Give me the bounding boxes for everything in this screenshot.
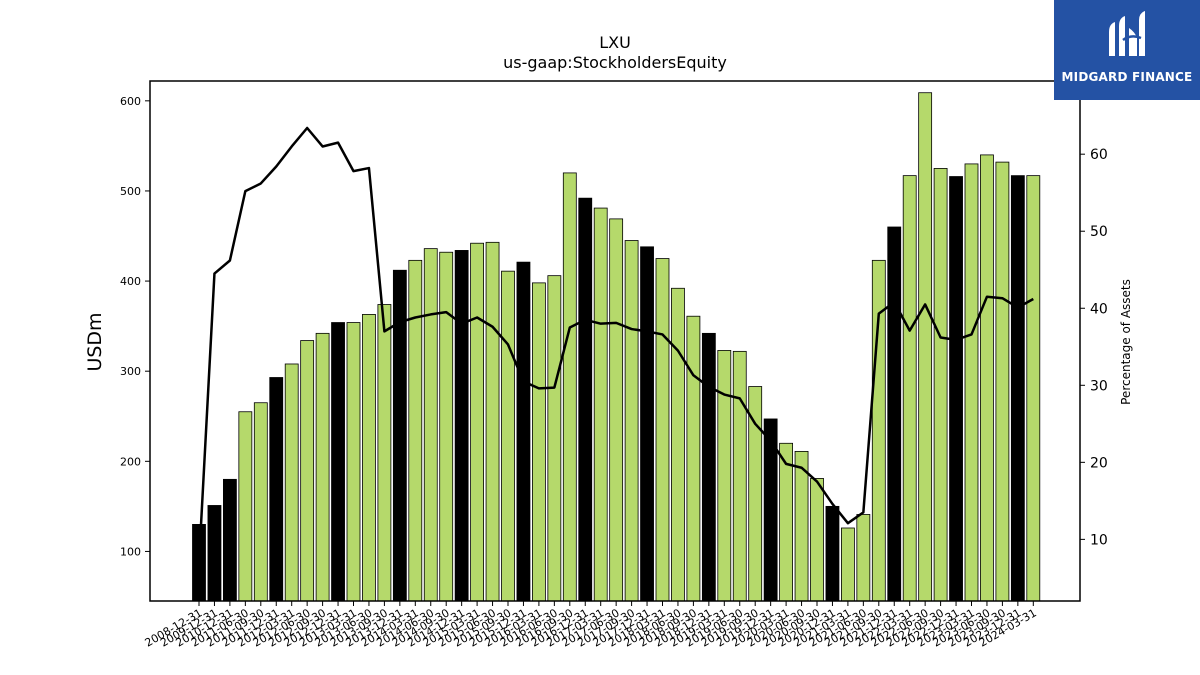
bar-2016-12-31 [578,197,593,602]
chart-subtitle: us-gaap:StockholdersEquity [503,53,727,72]
bar-2014-03-31 [408,259,423,602]
bar-2014-12-31 [454,250,469,602]
bar-2021-03-31 [841,527,855,602]
x-axis: 2008-12-312009-12-312010-12-312011-06-30… [143,601,1039,650]
bar-2016-09-30 [562,172,577,602]
bar-2022-03-31 [902,175,917,602]
bar-2011-12-31 [269,377,284,602]
y-tick-label: 300 [120,365,141,378]
bar-2017-09-30 [624,240,639,602]
bar-2009-12-31 [207,505,222,602]
bar-2018-09-30 [686,315,701,602]
y2-tick-label: 40 [1090,301,1108,317]
bar-2019-06-30 [732,350,747,602]
bar-2017-12-31 [640,246,654,602]
y2-tick-label: 30 [1090,378,1108,394]
bar-2023-09-30 [995,161,1010,602]
bar-2014-09-30 [439,251,454,602]
bar-2020-06-30 [794,450,809,602]
bar-2012-03-31 [284,363,299,602]
bar-2015-03-31 [470,242,485,602]
bar-2015-12-31 [516,261,531,602]
bar-2013-03-31 [346,322,361,602]
y2-axis-label: Percentage of Assets [1119,279,1133,405]
bar-group [192,92,1041,602]
logo-text: MIDGARD FINANCE [1061,70,1193,84]
bar-2023-06-30 [980,154,994,602]
bar-2023-03-31 [964,163,979,602]
logo-mark-icon [1109,11,1145,56]
bar-2021-12-31 [887,226,902,602]
bar-2020-03-31 [779,442,793,602]
y2-tick-label: 10 [1090,532,1108,548]
y2-tick-label: 50 [1090,224,1108,240]
left-axis: 100 200 300 400 500 600 [120,95,150,558]
right-axis: 10 20 30 40 50 60 [1080,147,1108,548]
y-tick-label: 100 [120,545,141,558]
y2-tick-label: 20 [1090,455,1108,471]
y2-tick-label: 60 [1090,147,1108,163]
midgard-finance-logo: MIDGARD FINANCE [1054,0,1200,100]
bar-2016-03-31 [532,282,546,602]
y-tick-label: 500 [120,185,141,198]
bar-2017-03-31 [593,207,608,602]
bar-2013-06-30 [362,314,376,602]
bar-2014-06-30 [423,248,438,602]
bar-2019-03-31 [717,350,732,602]
y-tick-label: 400 [120,275,141,288]
bar-2020-09-30 [810,478,824,602]
bar-2012-06-30 [300,340,315,602]
line-layer [197,126,1034,563]
bar-2012-12-31 [331,322,345,602]
bar-2018-12-31 [701,332,716,602]
plot-frame [149,80,1081,602]
y-tick-label: 600 [120,95,141,108]
bar-2022-09-30 [933,168,948,602]
bar-2010-12-31 [222,478,237,602]
bar-2018-03-31 [655,258,670,602]
bar-2022-12-31 [949,176,963,602]
bar-2015-06-30 [485,241,500,602]
bar-2013-09-30 [377,304,392,602]
bar-2022-06-30 [918,92,933,602]
bar-2024-03-31 [1026,175,1041,602]
bar-2015-09-30 [501,270,515,602]
bar-2021-06-30 [856,514,871,602]
bar-2023-12-31 [1010,175,1025,602]
y-tick-label: 200 [120,455,141,468]
y-axis-label: USDm [84,312,106,371]
bar-2016-06-30 [547,275,562,602]
bar-2018-06-30 [671,287,685,602]
percentage-of-assets-line [197,126,1034,563]
chart-title: LXU [599,33,631,52]
bar-2020-12-31 [825,505,840,602]
bar-2012-09-30 [315,332,330,602]
bar-2008-12-31 [192,524,206,602]
bar-2011-09-30 [253,402,268,602]
bar-2017-06-30 [609,218,624,602]
bar-2011-06-30 [238,411,253,602]
